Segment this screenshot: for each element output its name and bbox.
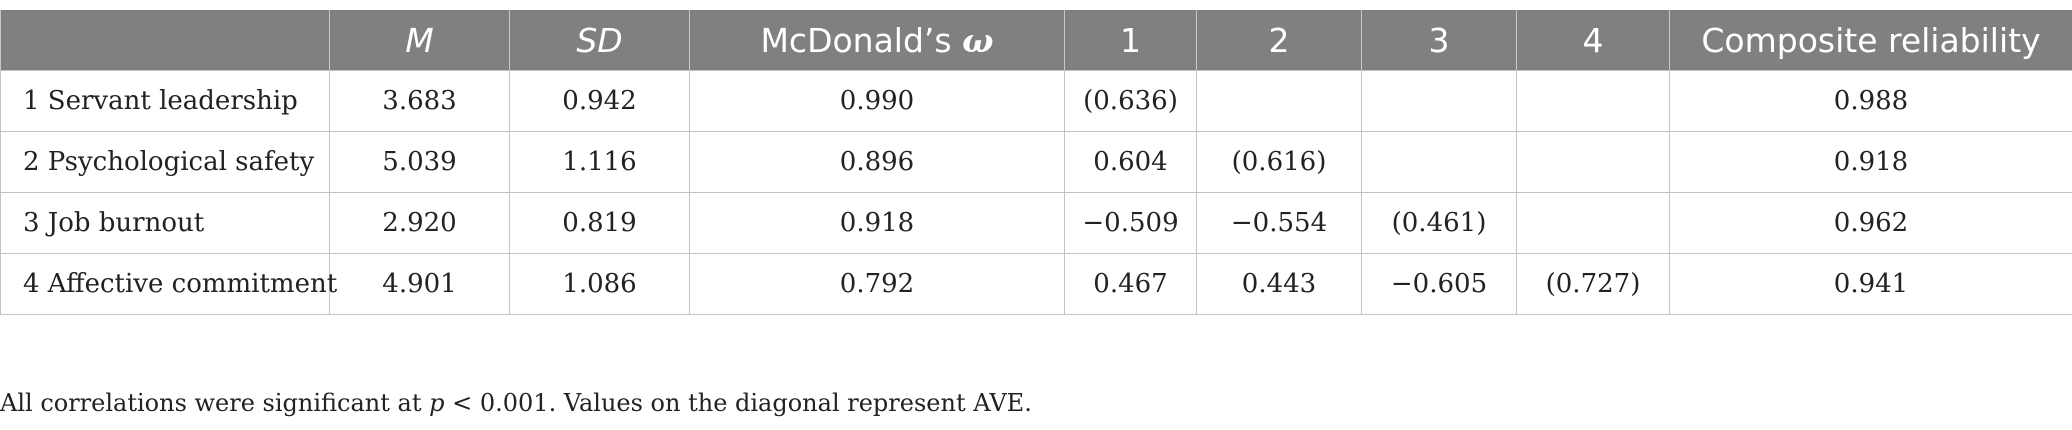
header-col-3: 3 [1361,10,1517,71]
cell-corr-4 [1516,131,1670,193]
cell-corr-4 [1516,70,1670,132]
table-body: 1 Servant leadership 3.683 0.942 0.990 (… [0,70,2072,315]
cell-corr-2 [1196,70,1362,132]
footnote-p-symbol: p [429,389,445,417]
cell-corr-3 [1361,70,1517,132]
cell-corr-4: (0.727) [1516,253,1670,315]
header-mean: M [329,10,510,71]
cell-sd: 0.819 [509,192,690,254]
row-label: 1 Servant leadership [0,70,330,132]
table-row: 3 Job burnout 2.920 0.819 0.918 −0.509 −… [0,192,2072,254]
cell-mean: 2.920 [329,192,510,254]
row-label: 3 Job burnout [0,192,330,254]
table-header: M SD McDonald’s ω 1 2 3 4 Composite reli… [0,10,2072,71]
cell-mean: 5.039 [329,131,510,193]
cell-composite-reliability: 0.918 [1669,131,2072,193]
omega-symbol: ω [962,20,994,60]
cell-corr-3: (0.461) [1361,192,1517,254]
cell-sd: 0.942 [509,70,690,132]
header-composite-reliability: Composite reliability [1669,10,2072,71]
cell-sd: 1.086 [509,253,690,315]
header-col-1: 1 [1064,10,1197,71]
header-omega-prefix: McDonald’s [760,20,963,60]
cell-omega: 0.896 [689,131,1065,193]
cell-corr-1: (0.636) [1064,70,1197,132]
cell-mean: 4.901 [329,253,510,315]
table-row: 4 Affective commitment 4.901 1.086 0.792… [0,253,2072,315]
cell-corr-2: (0.616) [1196,131,1362,193]
cell-omega: 0.990 [689,70,1065,132]
header-sd: SD [509,10,690,71]
cell-corr-3: −0.605 [1361,253,1517,315]
header-col-2: 2 [1196,10,1362,71]
footnote-text-end: < 0.001. Values on the diagonal represen… [444,389,1032,417]
header-row: M SD McDonald’s ω 1 2 3 4 Composite reli… [0,10,2072,71]
cell-corr-4 [1516,192,1670,254]
row-label: 4 Affective commitment [0,253,337,315]
correlation-table-container: M SD McDonald’s ω 1 2 3 4 Composite reli… [0,10,2072,315]
cell-composite-reliability: 0.988 [1669,70,2072,132]
header-variable [0,10,330,71]
cell-corr-1: −0.509 [1064,192,1197,254]
row-label: 2 Psychological safety [0,131,330,193]
cell-corr-1: 0.467 [1064,253,1197,315]
cell-omega: 0.792 [689,253,1065,315]
cell-corr-3 [1361,131,1517,193]
cell-composite-reliability: 0.962 [1669,192,2072,254]
cell-omega: 0.918 [689,192,1065,254]
cell-corr-2: −0.554 [1196,192,1362,254]
header-mcdonalds-omega: McDonald’s ω [689,10,1065,71]
cell-corr-1: 0.604 [1064,131,1197,193]
table-footnote: All correlations were significant at p <… [0,389,1032,417]
correlation-table: M SD McDonald’s ω 1 2 3 4 Composite reli… [0,10,2072,315]
table-row: 1 Servant leadership 3.683 0.942 0.990 (… [0,70,2072,132]
header-col-4: 4 [1516,10,1670,71]
cell-mean: 3.683 [329,70,510,132]
table-row: 2 Psychological safety 5.039 1.116 0.896… [0,131,2072,193]
footnote-text-start: All correlations were significant at [0,389,430,417]
cell-corr-2: 0.443 [1196,253,1362,315]
cell-composite-reliability: 0.941 [1669,253,2072,315]
cell-sd: 1.116 [509,131,690,193]
